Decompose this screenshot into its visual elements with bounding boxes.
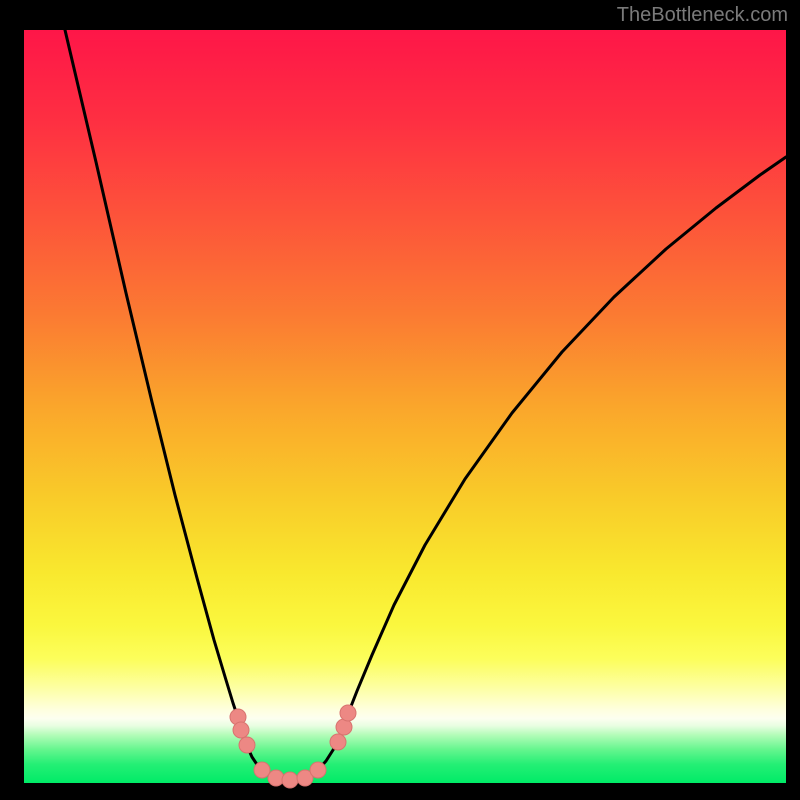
chart-container: TheBottleneck.com [0, 0, 800, 800]
bottleneck-chart [0, 0, 800, 800]
watermark-text: TheBottleneck.com [617, 4, 788, 27]
